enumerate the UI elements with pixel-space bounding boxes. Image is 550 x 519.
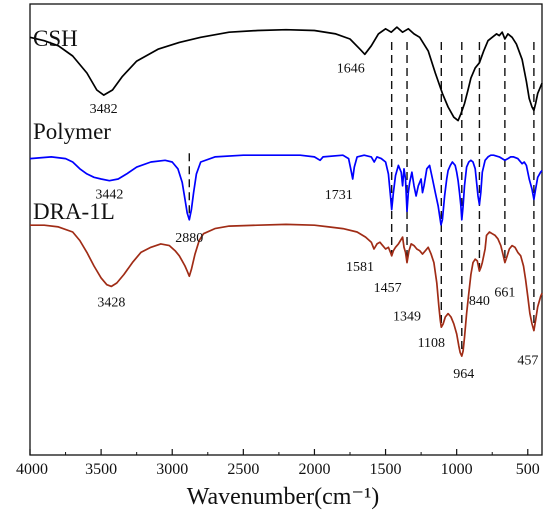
peak-label-1731: 1731 (325, 188, 353, 203)
x-tick-label: 1500 (370, 461, 402, 478)
x-tick-label: 500 (516, 461, 540, 478)
peak-label-1646: 1646 (337, 61, 365, 76)
peak-label-661: 661 (494, 286, 515, 301)
x-axis: 4000 3500 3000 2500 2000 1500 1000 500 (16, 449, 540, 478)
peak-label-3482: 3482 (90, 102, 118, 117)
peak-label-1108: 1108 (418, 336, 445, 351)
x-tick-label: 3000 (156, 461, 188, 478)
peak-label-3428: 3428 (97, 295, 125, 310)
dashed-reference-lines (188, 42, 535, 357)
peak-label-2880: 2880 (175, 231, 203, 246)
peak-label-1349: 1349 (393, 310, 421, 325)
series-line-dra-1l (30, 223, 543, 357)
x-tick-label: 4000 (16, 461, 48, 478)
series-name-dra-1l: DRA-1L (33, 199, 115, 224)
x-tick-label: 1000 (441, 461, 473, 478)
peak-label-840: 840 (469, 294, 490, 309)
series-line-csh (29, 26, 543, 122)
x-tick-label: 2500 (227, 461, 259, 478)
peak-label-1581: 1581 (346, 260, 374, 275)
series-name-polymer: Polymer (33, 119, 111, 144)
peak-label-964: 964 (453, 367, 474, 382)
series-lines (29, 26, 543, 357)
series-name-csh: CSH (33, 26, 78, 51)
x-tick-label: 2000 (298, 461, 330, 478)
peak-label-457: 457 (517, 354, 538, 369)
series-names: CSH Polymer DRA-1L (33, 26, 115, 224)
series-line-polymer (29, 154, 543, 226)
peak-label-3442: 3442 (95, 188, 123, 203)
x-tick-label: 3500 (85, 461, 117, 478)
plot-frame (29, 3, 543, 456)
plot-area (29, 3, 543, 456)
x-axis-title: Wavenumber(cm⁻¹) (187, 484, 380, 510)
peak-label-1457: 1457 (374, 281, 402, 296)
